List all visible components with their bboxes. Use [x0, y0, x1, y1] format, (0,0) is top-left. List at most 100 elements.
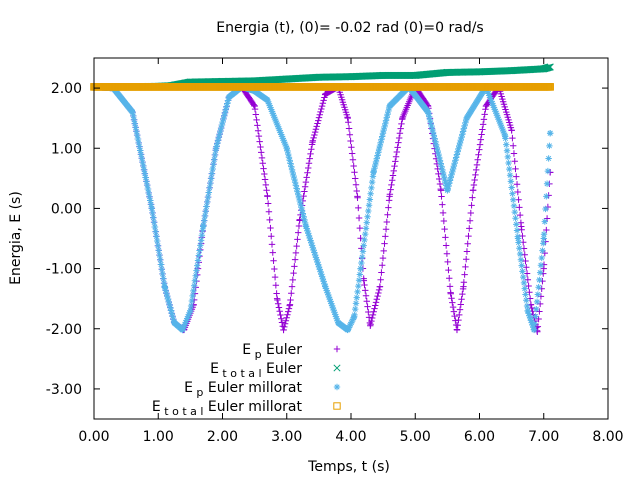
trail-point [308, 146, 315, 153]
trail-point [506, 165, 513, 173]
trail-point [264, 200, 272, 207]
trail-point [531, 320, 538, 327]
trail-point [374, 152, 381, 159]
trail-point [346, 131, 354, 138]
trail-point [292, 182, 300, 189]
trail-point [194, 257, 202, 264]
trail-point [442, 242, 450, 249]
y-tick-label: 0.00 [51, 201, 82, 217]
trail-point [380, 247, 387, 255]
trail-point [181, 321, 189, 328]
trail-point [318, 273, 326, 280]
trail-point [205, 189, 213, 196]
trail-point [454, 322, 461, 329]
trail-point [180, 323, 188, 330]
trail-point [333, 315, 340, 322]
trail-point [194, 262, 201, 269]
trail-point [211, 156, 218, 163]
trail-point [355, 277, 363, 284]
trail-point [164, 295, 172, 303]
trail-point [295, 229, 302, 236]
trail-point [507, 178, 515, 185]
trail-point [269, 110, 276, 117]
trail-point [370, 308, 377, 315]
trail-point [446, 275, 453, 282]
x-tick-label: 4.00 [335, 429, 366, 445]
trail-point [348, 317, 356, 325]
trail-point [389, 172, 397, 179]
trail-point [377, 276, 384, 283]
trail-point [273, 119, 280, 127]
trail-point [204, 193, 212, 201]
trail-point [300, 192, 307, 200]
trail-point [344, 114, 351, 121]
trail-point [196, 247, 203, 254]
trail-point [295, 194, 303, 202]
trail-point [505, 159, 512, 167]
trail-point [261, 176, 269, 183]
trail-point [510, 150, 518, 157]
trail-point [147, 197, 154, 204]
trail-point [137, 151, 145, 158]
trail-point [187, 302, 195, 310]
trail-point [218, 121, 226, 129]
trail-point [368, 317, 375, 325]
trail-point [289, 276, 297, 284]
trail-point [469, 186, 477, 194]
trail-point [523, 302, 531, 310]
trail-point [532, 313, 539, 320]
trail-point [457, 301, 464, 308]
trail-point [320, 97, 327, 104]
trail-point [459, 285, 467, 293]
legend-label: E p Euler millorat [184, 380, 302, 399]
trail-point [541, 218, 548, 225]
trail-point [363, 297, 370, 305]
trail-point [357, 265, 364, 272]
trail-point [446, 180, 453, 187]
trail-point [424, 108, 431, 115]
trail-point [284, 311, 291, 318]
trail-point [462, 119, 469, 127]
trail-point [317, 268, 324, 275]
trail-point [208, 170, 216, 177]
trail-point [484, 88, 491, 95]
trail-point [456, 139, 464, 147]
trail-point [513, 181, 521, 188]
trail-point [379, 130, 387, 137]
trail-point [271, 115, 279, 123]
trail-point [140, 166, 148, 173]
trail-point [167, 304, 174, 311]
trail-point [288, 163, 295, 170]
trail-point [439, 169, 447, 177]
trail-point [285, 305, 293, 312]
trail-point [517, 219, 525, 226]
trail-point [373, 155, 380, 162]
trail-point [214, 140, 221, 147]
trail-point [510, 202, 518, 210]
trail-point [361, 281, 368, 289]
trail-point [364, 213, 371, 220]
trail-point [543, 180, 551, 187]
y-tick-label: -1.00 [46, 262, 82, 278]
trail-point [350, 162, 357, 170]
trail-point [291, 256, 299, 263]
trail-point [519, 268, 526, 275]
trail-point [203, 203, 210, 210]
trail-point [539, 247, 546, 254]
trail-point [546, 142, 553, 150]
trail-point [136, 143, 143, 150]
trail-point [153, 233, 160, 240]
trail-point [517, 256, 525, 264]
trail-point [317, 108, 324, 116]
trail-point [448, 294, 455, 302]
trail-point [497, 121, 505, 129]
trail-point [268, 106, 275, 113]
trail-point [365, 207, 372, 215]
trail-point [204, 198, 211, 206]
trail-point [442, 182, 450, 189]
trail-point [427, 119, 434, 127]
trail-point [348, 319, 355, 326]
trail-point [496, 117, 503, 125]
trail-point [526, 312, 533, 319]
trail-point [376, 142, 384, 150]
